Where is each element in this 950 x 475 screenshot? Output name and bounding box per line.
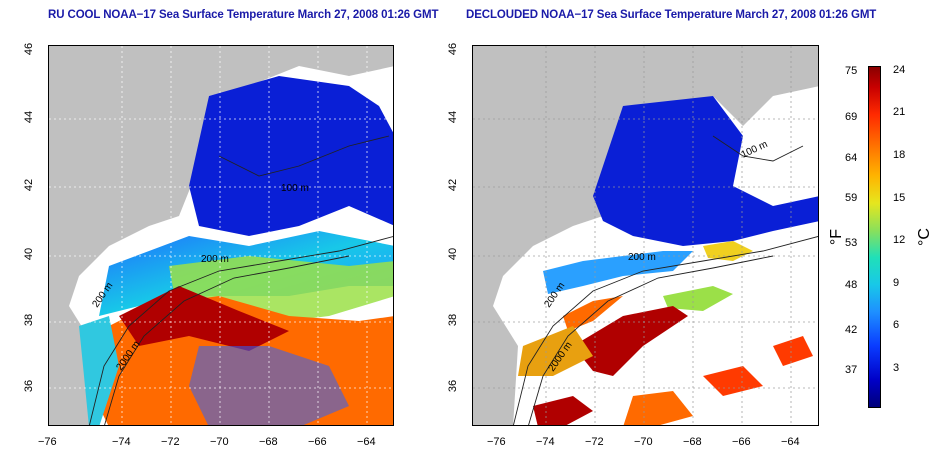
mid-temp-patch bbox=[703, 241, 753, 261]
lat-tick: 40 bbox=[23, 247, 36, 261]
colorbar-f-tick: 53 bbox=[845, 237, 858, 249]
warm-patch bbox=[773, 336, 813, 366]
lon-tick: −72 bbox=[161, 436, 180, 448]
lon-tick: −72 bbox=[585, 436, 604, 448]
mid-temp-patch bbox=[663, 286, 733, 311]
celsius-unit-label: °C bbox=[915, 228, 933, 246]
colorbar-f-tick: 75 bbox=[845, 65, 858, 77]
lat-tick: 42 bbox=[23, 178, 36, 192]
coastal-cool bbox=[79, 316, 119, 425]
colorbar-f-tick: 48 bbox=[845, 279, 858, 291]
contour-label: 200 m bbox=[628, 252, 656, 263]
lat-tick: 46 bbox=[447, 42, 460, 56]
lat-tick: 42 bbox=[447, 178, 460, 192]
hot-patch bbox=[573, 306, 688, 376]
contour-label: 200 m bbox=[201, 254, 229, 265]
temperature-colorbar bbox=[868, 66, 881, 408]
contour-label: 100 m bbox=[281, 183, 309, 194]
right-map-title: DECLOUDED NOAA−17 Sea Surface Temperatur… bbox=[466, 9, 877, 21]
lon-tick: −70 bbox=[634, 436, 653, 448]
colorbar-f-tick: 64 bbox=[845, 152, 858, 164]
colorbar-f-tick: 37 bbox=[845, 364, 858, 376]
lat-tick: 38 bbox=[23, 313, 36, 327]
colorbar-c-tick: 15 bbox=[893, 192, 906, 204]
lon-tick: −68 bbox=[683, 436, 702, 448]
lon-tick: −66 bbox=[308, 436, 327, 448]
raw-sst-map: 200 m 2000 m 100 m 200 m bbox=[48, 45, 394, 426]
lon-tick: −74 bbox=[536, 436, 555, 448]
lon-tick: −74 bbox=[112, 436, 131, 448]
colorbar-f-tick: 69 bbox=[845, 111, 858, 123]
lat-tick: 36 bbox=[447, 379, 460, 393]
lat-tick: 44 bbox=[23, 110, 36, 124]
colorbar-c-tick: 6 bbox=[893, 319, 900, 331]
lon-tick: −76 bbox=[38, 436, 57, 448]
colorbar-c-tick: 21 bbox=[893, 106, 906, 118]
colorbar-c-tick: 18 bbox=[893, 149, 906, 161]
land-mass bbox=[49, 46, 393, 425]
colorbar-c-tick: 24 bbox=[893, 64, 906, 76]
colorbar-c-tick: 3 bbox=[893, 362, 900, 374]
lat-lon-grid bbox=[49, 46, 393, 425]
lat-tick: 40 bbox=[447, 247, 460, 261]
colorbar-f-tick: 42 bbox=[845, 324, 858, 336]
lon-tick: −64 bbox=[781, 436, 800, 448]
lat-lon-grid bbox=[473, 46, 818, 425]
left-map-title: RU COOL NOAA−17 Sea Surface Temperature … bbox=[48, 9, 439, 21]
warm-patch bbox=[703, 366, 763, 396]
lon-tick: −66 bbox=[732, 436, 751, 448]
colorbar-c-tick: 9 bbox=[893, 277, 900, 289]
lon-tick: −70 bbox=[210, 436, 229, 448]
lon-tick: −68 bbox=[259, 436, 278, 448]
colorbar-f-tick: 59 bbox=[845, 192, 858, 204]
declouded-sst-map: 100 m 200 m 200 m 2000 m bbox=[472, 45, 819, 426]
colorbar-c-tick: 12 bbox=[893, 234, 906, 246]
cold-water bbox=[593, 96, 818, 246]
warm-patch bbox=[518, 326, 593, 376]
mixed-speckle bbox=[189, 346, 349, 425]
warm-patch bbox=[623, 391, 693, 425]
lat-tick: 44 bbox=[447, 110, 460, 124]
lat-tick: 38 bbox=[447, 313, 460, 327]
lon-tick: −64 bbox=[357, 436, 376, 448]
bathymetry-contours bbox=[513, 135, 818, 425]
cool-band bbox=[543, 251, 693, 294]
lat-tick: 46 bbox=[23, 42, 36, 56]
gulf-stream-hot bbox=[119, 286, 289, 351]
fahrenheit-unit-label: °F bbox=[828, 228, 846, 246]
hot-patch bbox=[533, 396, 593, 425]
cold-water bbox=[189, 76, 393, 236]
lat-tick: 36 bbox=[23, 379, 36, 393]
raw-sst-map-svg: 200 m 2000 m 100 m 200 m bbox=[49, 46, 393, 425]
declouded-sst-map-svg: 100 m 200 m 200 m 2000 m bbox=[473, 46, 818, 425]
lon-tick: −76 bbox=[487, 436, 506, 448]
bathymetry-contours bbox=[89, 135, 393, 425]
land-mass bbox=[473, 46, 818, 425]
